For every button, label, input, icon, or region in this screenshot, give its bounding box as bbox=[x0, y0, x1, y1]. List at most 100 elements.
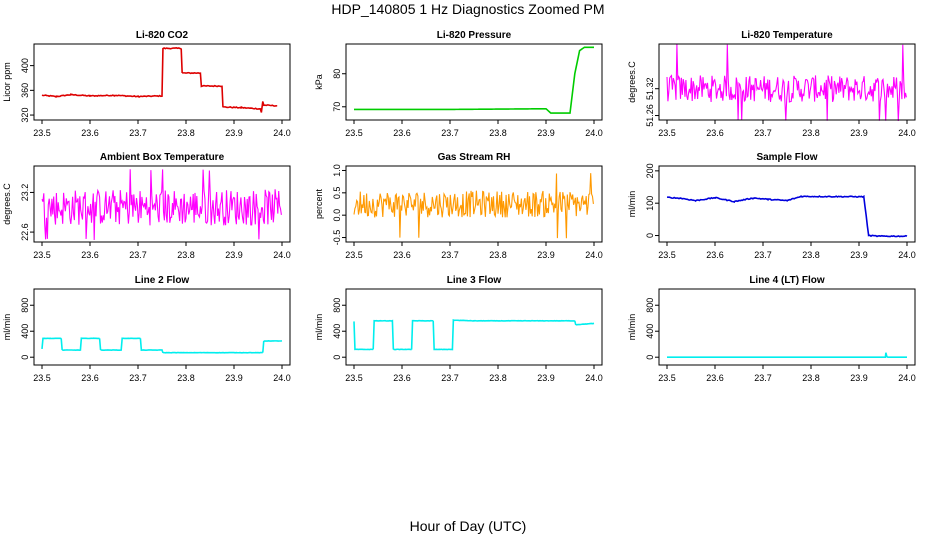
chart-title: Sample Flow bbox=[756, 152, 817, 163]
y-axis-label: ml/min bbox=[2, 314, 12, 341]
x-tick-label: 23.6 bbox=[81, 373, 99, 383]
y-tick-label: 0.5 bbox=[332, 187, 342, 200]
x-tick-label: 23.9 bbox=[537, 373, 555, 383]
x-tick-label: 23.5 bbox=[345, 250, 363, 260]
y-axis-label: degrees.C bbox=[2, 183, 12, 225]
x-tick-label: 23.6 bbox=[706, 250, 724, 260]
x-tick-label: 23.7 bbox=[441, 373, 459, 383]
y-tick-label: 100 bbox=[645, 196, 655, 211]
x-tick-label: 23.6 bbox=[81, 128, 99, 138]
x-tick-label: 23.9 bbox=[850, 250, 868, 260]
y-tick-label: 320 bbox=[20, 108, 30, 123]
x-tick-label: 23.5 bbox=[345, 373, 363, 383]
x-tick-label: 23.5 bbox=[33, 373, 51, 383]
plot-frame bbox=[658, 165, 916, 243]
y-tick-label: 80 bbox=[332, 69, 342, 79]
x-tick-label: 23.8 bbox=[802, 373, 820, 383]
x-tick-label: 23.7 bbox=[129, 373, 147, 383]
x-tick-label: 23.9 bbox=[225, 250, 243, 260]
x-tick-label: 24.0 bbox=[898, 250, 916, 260]
chart-panel-5: Gas Stream RH -0.5 0.0 0.5 1.0 percent 23.5 23.… bbox=[314, 152, 603, 260]
x-tick-label: 23.6 bbox=[393, 250, 411, 260]
x-tick-label: 24.0 bbox=[898, 128, 916, 138]
y-tick-label: 22.6 bbox=[20, 223, 30, 241]
y-axis-label: ml/min bbox=[627, 314, 637, 341]
chart-panel-7: Line 2 Flow 0 400 800 ml/min 23.5 23.6 23.7 23.8… bbox=[2, 275, 291, 383]
y-axis-label: degrees.C bbox=[627, 61, 637, 103]
page-title: HDP_140805 1 Hz Diagnostics Zoomed PM bbox=[331, 1, 605, 17]
x-tick-label: 23.6 bbox=[706, 373, 724, 383]
data-series bbox=[354, 46, 594, 114]
x-tick-label: 23.9 bbox=[537, 250, 555, 260]
x-tick-label: 23.8 bbox=[489, 128, 507, 138]
y-tick-label: 51.26 bbox=[645, 104, 655, 127]
chart-title: Ambient Box Temperature bbox=[100, 152, 225, 163]
series-line bbox=[353, 318, 595, 351]
y-tick-label: 400 bbox=[20, 58, 30, 73]
data-series bbox=[666, 194, 908, 238]
x-tick-label: 23.8 bbox=[177, 128, 195, 138]
x-tick-label: 23.6 bbox=[706, 128, 724, 138]
x-tick-label: 23.6 bbox=[393, 128, 411, 138]
x-tick-label: 23.7 bbox=[441, 250, 459, 260]
y-tick-label: 360 bbox=[20, 83, 30, 98]
y-tick-label: 51.32 bbox=[645, 77, 655, 100]
x-tick-label: 23.7 bbox=[754, 250, 772, 260]
chart-panel-2: Li-820 Pressure 70 80 kPa 23.5 23.6 23.7 23.8 23… bbox=[314, 30, 603, 138]
x-axis-label: Hour of Day (UTC) bbox=[409, 518, 527, 534]
x-tick-label: 23.8 bbox=[802, 250, 820, 260]
x-tick-label: 23.8 bbox=[802, 128, 820, 138]
data-series bbox=[353, 173, 594, 239]
x-tick-label: 23.9 bbox=[850, 373, 868, 383]
y-tick-label: -0.5 bbox=[332, 230, 342, 246]
y-axis-label: Licor ppm bbox=[2, 62, 12, 102]
chart-title: Li-820 Temperature bbox=[741, 30, 833, 41]
series-noise bbox=[666, 44, 907, 122]
data-series bbox=[353, 318, 595, 351]
y-tick-label: 400 bbox=[20, 324, 30, 339]
series-line bbox=[41, 337, 283, 354]
data-series bbox=[667, 352, 907, 359]
chart-panel-9: Line 4 (LT) Flow 0 400 800 ml/min 23.5 23.6 23.… bbox=[627, 275, 916, 383]
y-tick-label: 800 bbox=[20, 298, 30, 313]
y-tick-label: 0 bbox=[645, 233, 655, 238]
y-axis-label: ml/min bbox=[627, 191, 637, 218]
x-tick-label: 23.6 bbox=[81, 250, 99, 260]
chart-panel-4: Ambient Box Temperature 22.6 23.2 degrees.C… bbox=[2, 152, 291, 260]
x-tick-label: 24.0 bbox=[585, 250, 603, 260]
x-tick-label: 23.9 bbox=[225, 128, 243, 138]
series-line bbox=[354, 46, 594, 114]
x-tick-label: 24.0 bbox=[898, 373, 916, 383]
chart-title: Li-820 Pressure bbox=[437, 30, 512, 41]
chart-panel-3: Li-820 Temperature 51.26 51.32 degrees.C 23.… bbox=[627, 30, 916, 138]
plot-frame bbox=[33, 43, 291, 121]
y-tick-label: 23.2 bbox=[20, 184, 30, 202]
y-tick-label: 0 bbox=[20, 355, 30, 360]
x-tick-label: 23.5 bbox=[33, 128, 51, 138]
x-tick-label: 23.8 bbox=[489, 250, 507, 260]
data-series bbox=[41, 337, 283, 354]
chart-title: Gas Stream RH bbox=[438, 152, 511, 163]
x-tick-label: 23.5 bbox=[658, 250, 676, 260]
plot-frame bbox=[345, 288, 603, 366]
plot-frame bbox=[658, 288, 916, 366]
y-tick-label: 0.0 bbox=[332, 209, 342, 222]
series-line bbox=[666, 194, 908, 238]
x-tick-label: 23.5 bbox=[658, 128, 676, 138]
x-tick-label: 23.8 bbox=[177, 373, 195, 383]
x-tick-label: 23.7 bbox=[754, 373, 772, 383]
series-noise bbox=[353, 173, 594, 239]
y-tick-label: 800 bbox=[645, 298, 655, 313]
y-tick-label: 0 bbox=[645, 355, 655, 360]
data-series bbox=[41, 169, 282, 240]
x-tick-label: 24.0 bbox=[273, 250, 291, 260]
chart-panel-6: Sample Flow 0 100 200 ml/min 23.5 23.6 23.7 23.8… bbox=[627, 152, 916, 260]
x-tick-label: 23.7 bbox=[129, 128, 147, 138]
y-tick-label: 70 bbox=[332, 102, 342, 112]
chart-title: Line 4 (LT) Flow bbox=[749, 275, 825, 286]
x-tick-label: 23.9 bbox=[537, 128, 555, 138]
x-tick-label: 23.9 bbox=[850, 128, 868, 138]
x-tick-label: 23.5 bbox=[345, 128, 363, 138]
y-axis-label: ml/min bbox=[314, 314, 324, 341]
